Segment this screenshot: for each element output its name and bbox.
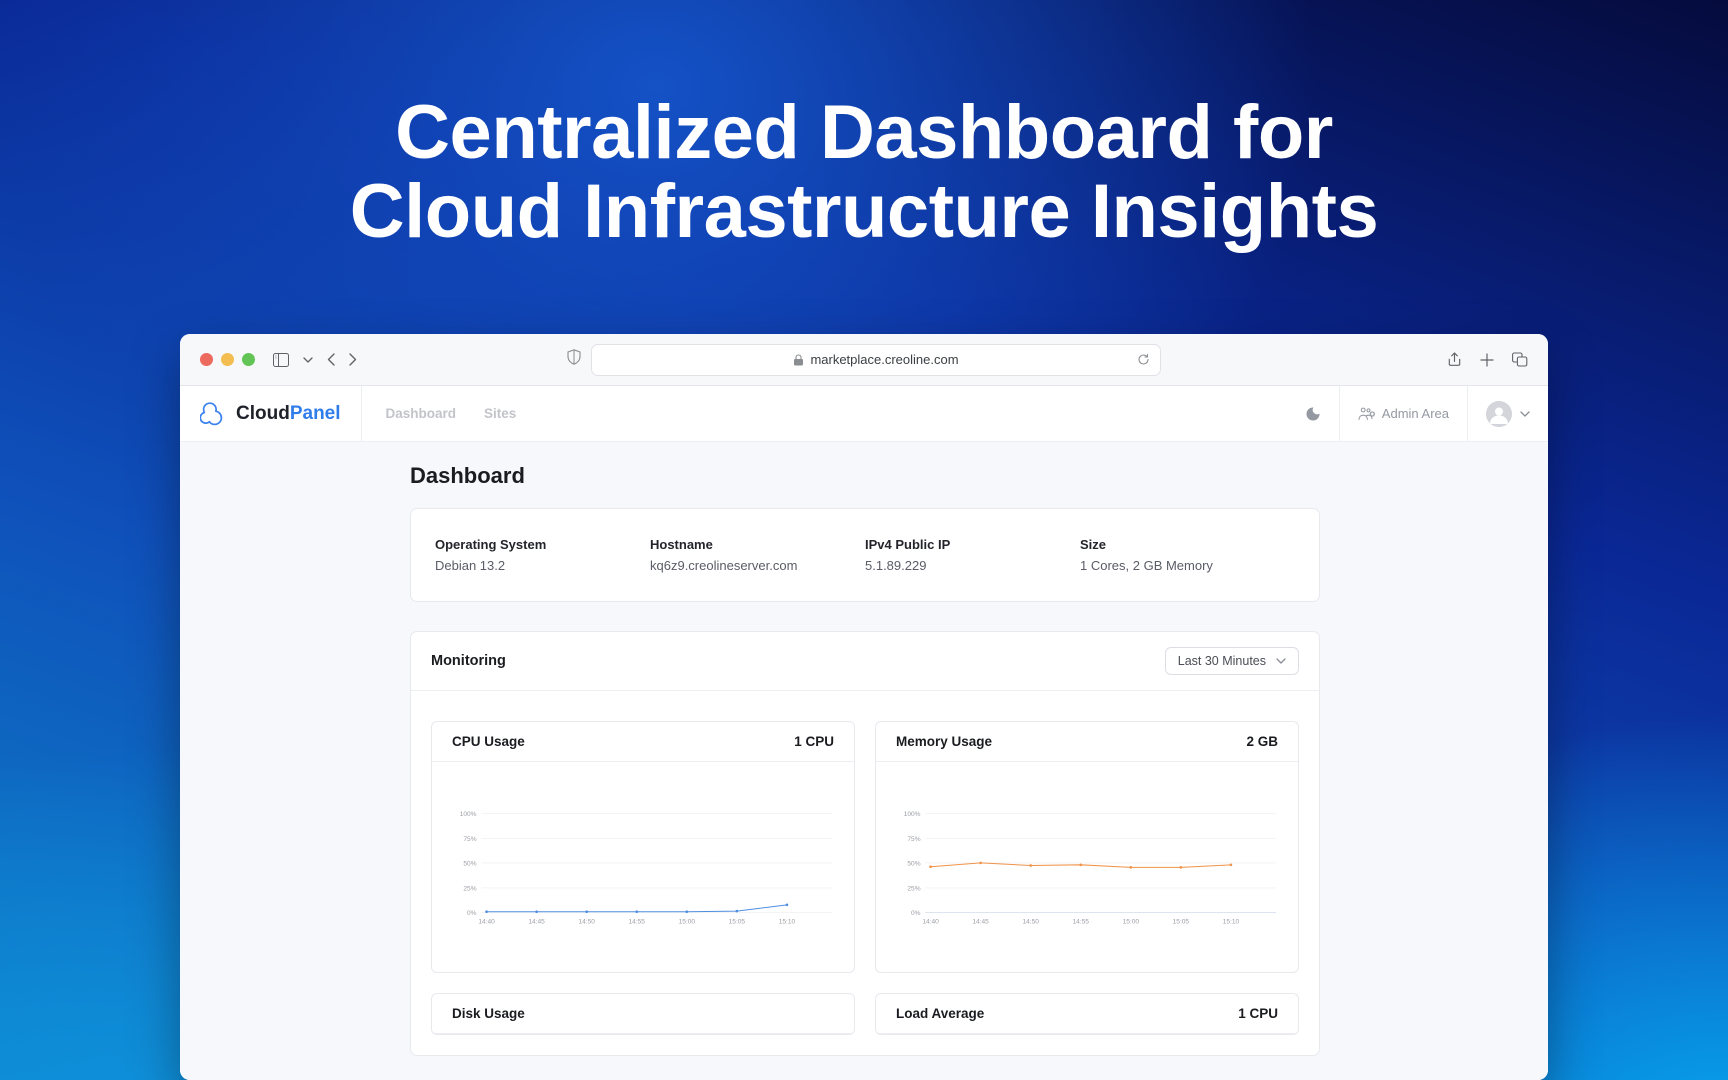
svg-text:15:00: 15:00 [679, 919, 696, 926]
svg-text:14:55: 14:55 [629, 919, 646, 926]
svg-text:14:40: 14:40 [922, 919, 939, 926]
svg-text:14:55: 14:55 [1073, 919, 1090, 926]
svg-text:15:10: 15:10 [779, 919, 796, 926]
svg-text:50%: 50% [463, 860, 476, 867]
svg-text:0%: 0% [911, 910, 921, 917]
svg-text:15:05: 15:05 [1173, 919, 1190, 926]
svg-text:14:40: 14:40 [478, 919, 495, 926]
svg-text:14:50: 14:50 [1022, 919, 1039, 926]
svg-text:14:45: 14:45 [528, 919, 545, 926]
svg-text:75%: 75% [463, 836, 476, 843]
svg-text:15:10: 15:10 [1223, 919, 1240, 926]
svg-text:100%: 100% [904, 811, 921, 818]
svg-text:75%: 75% [907, 836, 920, 843]
svg-text:14:45: 14:45 [972, 919, 989, 926]
svg-text:25%: 25% [907, 885, 920, 892]
svg-text:15:00: 15:00 [1123, 919, 1140, 926]
svg-text:15:05: 15:05 [729, 919, 746, 926]
svg-text:100%: 100% [460, 811, 477, 818]
svg-text:14:50: 14:50 [578, 919, 595, 926]
svg-text:0%: 0% [467, 910, 477, 917]
svg-text:25%: 25% [463, 885, 476, 892]
svg-text:50%: 50% [907, 860, 920, 867]
